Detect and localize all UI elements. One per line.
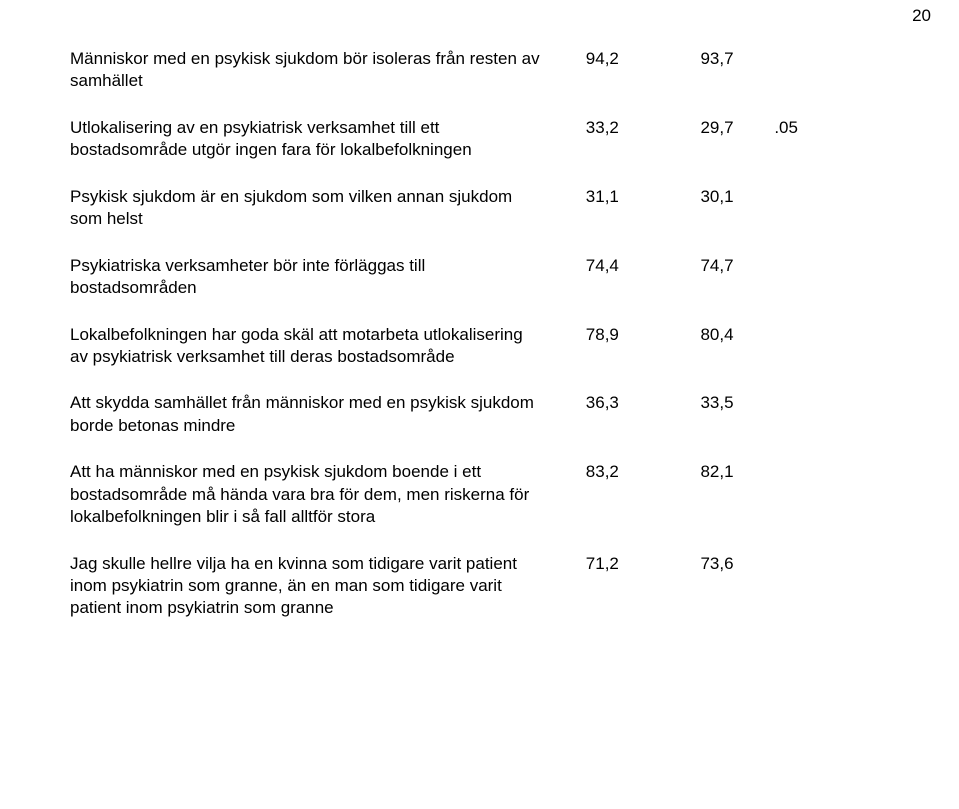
data-table: Människor med en psykisk sjukdom bör iso… [70, 18, 889, 626]
significance-cell [774, 535, 889, 626]
page: 20 Människor med en psykisk sjukdom bör … [0, 0, 959, 809]
significance-cell [774, 374, 889, 443]
value-cell-1: 83,2 [545, 443, 660, 534]
table-row: Lokalbefolkningen har goda skäl att mota… [70, 306, 889, 375]
page-number: 20 [912, 6, 931, 26]
value-cell-2: 30,1 [660, 168, 775, 237]
table-row: Jag skulle hellre vilja ha en kvinna som… [70, 535, 889, 626]
statement-cell: Människor med en psykisk sjukdom bör iso… [70, 18, 545, 99]
value-cell-2: 73,6 [660, 535, 775, 626]
table-row: Psykisk sjukdom är en sjukdom som vilken… [70, 168, 889, 237]
value-cell-2: 82,1 [660, 443, 775, 534]
value-cell-2: 80,4 [660, 306, 775, 375]
table-row: Utlokalisering av en psykiatrisk verksam… [70, 99, 889, 168]
table-row: Att ha människor med en psykisk sjukdom … [70, 443, 889, 534]
value-cell-1: 71,2 [545, 535, 660, 626]
statement-cell: Lokalbefolkningen har goda skäl att mota… [70, 306, 545, 375]
value-cell-2: 74,7 [660, 237, 775, 306]
table-row: Att skydda samhället från människor med … [70, 374, 889, 443]
statement-cell: Jag skulle hellre vilja ha en kvinna som… [70, 535, 545, 626]
significance-cell [774, 306, 889, 375]
statement-cell: Utlokalisering av en psykiatrisk verksam… [70, 99, 545, 168]
value-cell-1: 31,1 [545, 168, 660, 237]
value-cell-1: 33,2 [545, 99, 660, 168]
value-cell-1: 78,9 [545, 306, 660, 375]
value-cell-1: 74,4 [545, 237, 660, 306]
value-cell-2: 33,5 [660, 374, 775, 443]
significance-cell [774, 237, 889, 306]
table-row: Människor med en psykisk sjukdom bör iso… [70, 18, 889, 99]
statement-cell: Psykiatriska verksamheter bör inte förlä… [70, 237, 545, 306]
significance-cell [774, 18, 889, 99]
significance-cell [774, 443, 889, 534]
value-cell-1: 94,2 [545, 18, 660, 99]
value-cell-1: 36,3 [545, 374, 660, 443]
statement-cell: Att skydda samhället från människor med … [70, 374, 545, 443]
table-row: Psykiatriska verksamheter bör inte förlä… [70, 237, 889, 306]
statement-cell: Att ha människor med en psykisk sjukdom … [70, 443, 545, 534]
significance-cell [774, 168, 889, 237]
statement-cell: Psykisk sjukdom är en sjukdom som vilken… [70, 168, 545, 237]
significance-cell: .05 [774, 99, 889, 168]
value-cell-2: 29,7 [660, 99, 775, 168]
value-cell-2: 93,7 [660, 18, 775, 99]
